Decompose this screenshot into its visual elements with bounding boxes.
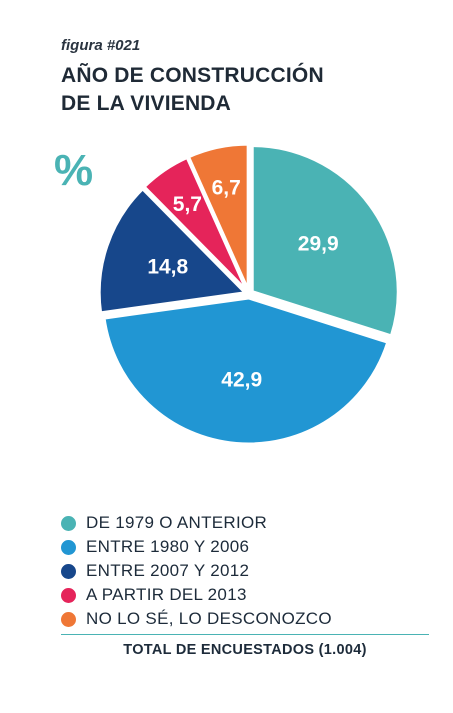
pie-slice-label-0: 29,9	[298, 232, 339, 255]
legend-item: A PARTIR DEL 2013	[61, 583, 431, 607]
total-respondents: TOTAL DE ENCUESTADOS (1.004)	[123, 642, 367, 658]
legend-label: ENTRE 2007 Y 2012	[86, 561, 250, 580]
figure-label: figura #021	[61, 37, 141, 54]
legend-item: ENTRE 1980 Y 2006	[61, 535, 431, 559]
legend-swatch-icon	[61, 563, 76, 579]
legend-swatch-icon	[61, 539, 76, 555]
pie-slice-2	[97, 187, 247, 315]
pie-slice-3	[142, 155, 249, 293]
pie-slice-label-1: 42,9	[221, 368, 262, 391]
legend-item: NO LO SÉ, LO DESCONOZCO	[61, 607, 431, 631]
chart-title-line-2: DE LA VIVIENDA	[61, 92, 232, 115]
chart-title: AÑO DE CONSTRUCCIÓN DE LA VIVIENDA	[61, 62, 421, 118]
legend-label: DE 1979 O ANTERIOR	[86, 513, 268, 532]
legend-swatch-icon	[61, 515, 76, 531]
pie-slice-4	[187, 142, 250, 292]
pie-slice-label-3: 5,7	[173, 193, 202, 216]
pie-slice-label-2: 14,8	[147, 255, 188, 278]
footer-divider	[61, 634, 429, 635]
legend-swatch-icon	[61, 611, 76, 627]
legend-label: NO LO SÉ, LO DESCONOZCO	[86, 609, 332, 628]
legend-swatch-icon	[61, 587, 76, 603]
legend-item: DE 1979 O ANTERIOR	[61, 511, 431, 535]
percent-unit-symbol: %	[54, 146, 94, 195]
legend-item: ENTRE 2007 Y 2012	[61, 559, 431, 583]
pie-slice-label-4: 6,7	[212, 176, 241, 199]
chart-title-line-1: AÑO DE CONSTRUCCIÓN	[61, 64, 324, 87]
legend-label: ENTRE 1980 Y 2006	[86, 537, 250, 556]
pie-slice-1	[102, 296, 390, 446]
legend-label: A PARTIR DEL 2013	[86, 585, 247, 604]
pie-slice-0	[250, 144, 400, 338]
legend: DE 1979 O ANTERIOR ENTRE 1980 Y 2006 ENTRE…	[61, 511, 431, 631]
